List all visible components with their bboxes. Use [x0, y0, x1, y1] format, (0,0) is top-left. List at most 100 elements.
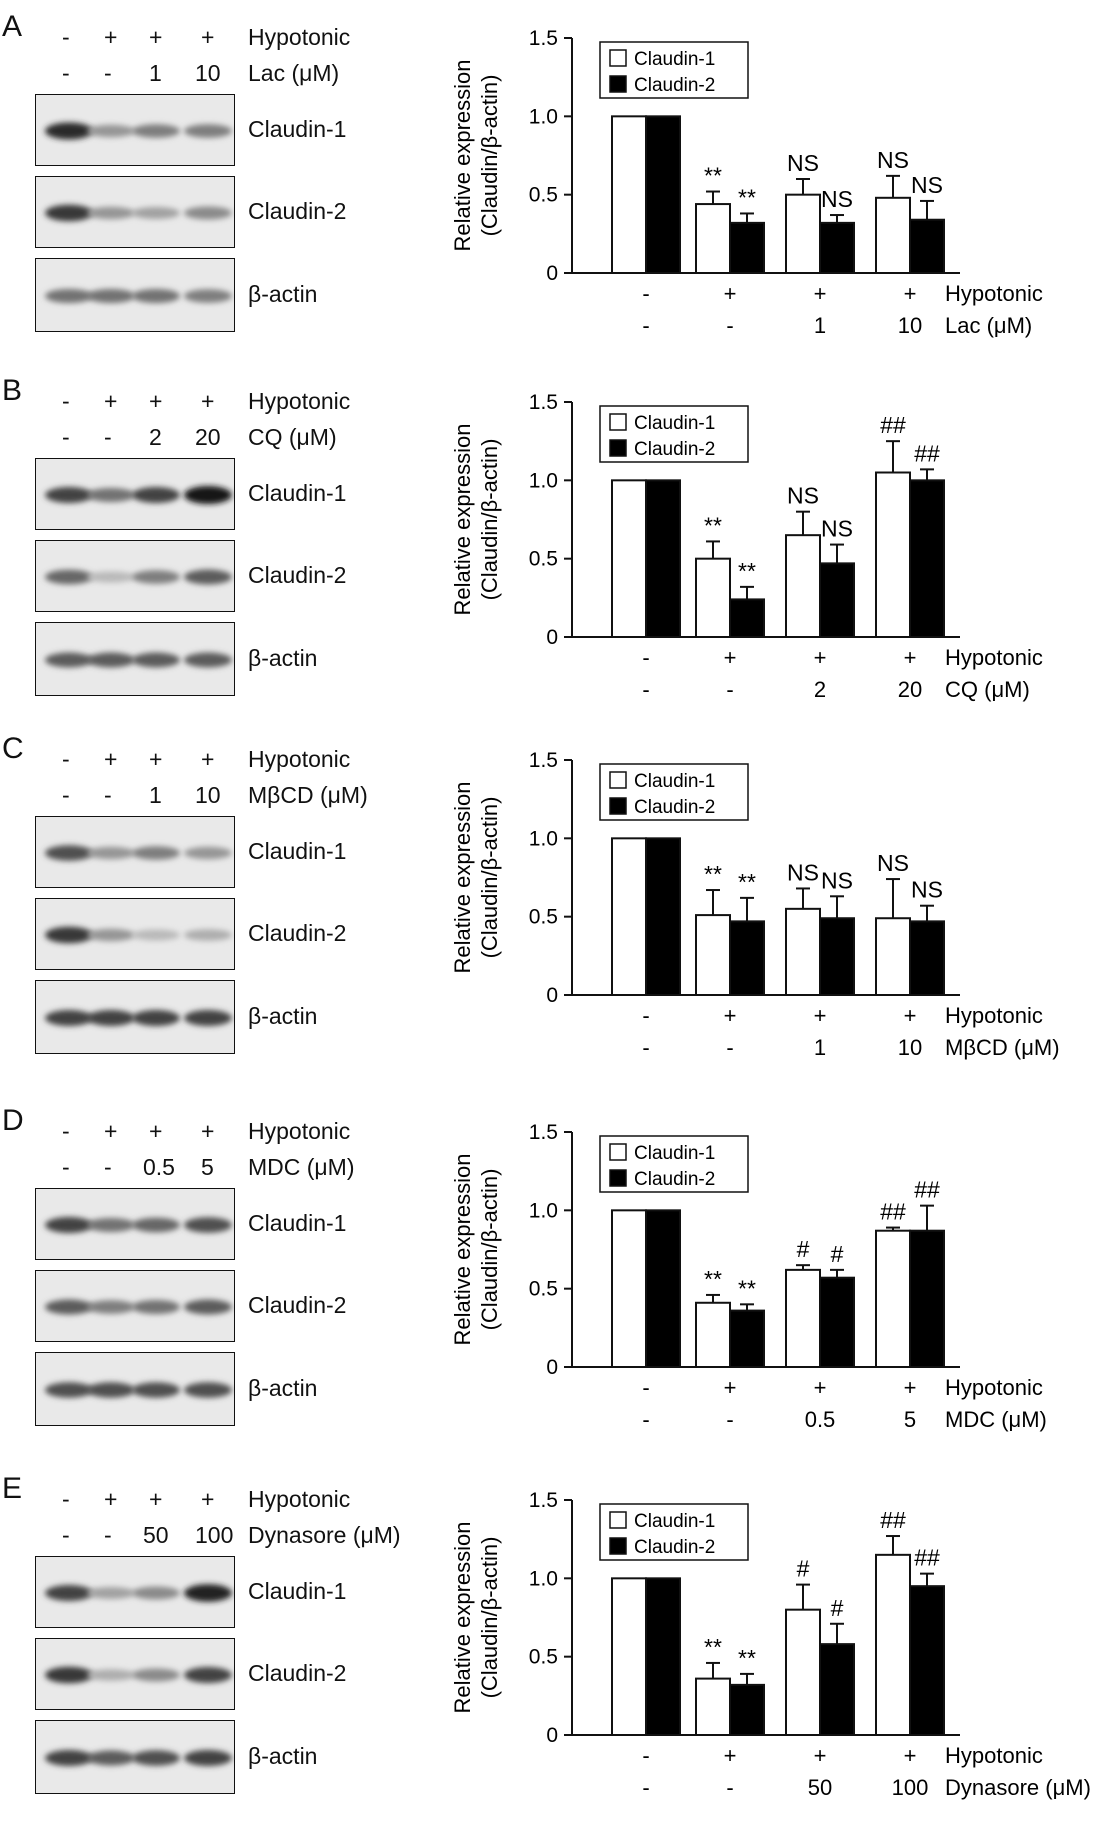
bar-claudin-1: [785, 1268, 821, 1368]
band-lane: [45, 652, 93, 668]
panel-label: E: [2, 1472, 23, 1505]
blot-hypotonic-sign: +: [149, 746, 163, 772]
band-lane: [184, 1217, 232, 1233]
band-lane: [45, 1010, 93, 1026]
x-hypotonic-sign: +: [904, 1003, 917, 1028]
blot-dose-value: -: [104, 782, 112, 808]
x-dose-value: -: [642, 313, 649, 338]
significance-label: **: [704, 1634, 722, 1660]
bar-claudin-2: [729, 920, 765, 996]
band-lane: [184, 1010, 232, 1026]
band-lane: [45, 1585, 93, 1601]
legend-label: Claudin-1: [634, 771, 715, 792]
blot-dose-label: MβCD (μM): [248, 782, 368, 808]
y-tick-label: 1.0: [529, 827, 558, 850]
x-hypotonic-sign: -: [642, 281, 649, 306]
blot-hypotonic-sign: +: [149, 24, 163, 50]
blot-claudin-1: [35, 816, 235, 888]
blot-claudin-1: [35, 458, 235, 530]
band-lane: [87, 1010, 135, 1026]
y-axis-label-units: (Claudin/β-actin): [477, 439, 502, 601]
bar-claudin-1: [611, 115, 647, 275]
band-lane: [132, 1217, 180, 1233]
bar-claudin-1: [611, 1577, 647, 1737]
blot-hypotonic-sign: +: [104, 388, 118, 414]
significance-label: NS: [787, 859, 819, 885]
band-label: β-actin: [248, 281, 318, 307]
bar-claudin-1: [695, 557, 731, 639]
legend-label: Claudin-1: [634, 1511, 715, 1532]
legend-label: Claudin-1: [634, 49, 715, 70]
x-hypotonic-label: Hypotonic: [945, 1003, 1043, 1028]
y-tick-label: 1.0: [529, 469, 558, 492]
band-lane: [87, 652, 135, 668]
band-label: Claudin-1: [248, 116, 347, 142]
band-lane: [132, 1300, 180, 1314]
x-dose-value: 5: [904, 1407, 916, 1432]
significance-label: #: [797, 1556, 810, 1582]
y-axis-label: Relative expression: [450, 782, 475, 974]
x-dose-value: 100: [892, 1775, 929, 1800]
x-dose-value: -: [726, 1775, 733, 1800]
legend-swatch: [609, 1537, 627, 1555]
band-lane: [87, 571, 135, 583]
y-tick-label: 0: [546, 1724, 558, 1747]
band-lane: [87, 928, 135, 942]
x-hypotonic-sign: +: [904, 281, 917, 306]
blot-hypotonic-label: Hypotonic: [248, 388, 351, 414]
band-lane: [45, 1217, 93, 1233]
significance-label: **: [738, 184, 756, 210]
panel-label: B: [2, 374, 23, 407]
blot-hypotonic-sign: +: [104, 1118, 118, 1144]
significance-label: **: [738, 869, 756, 895]
bar-claudin-1: [875, 917, 911, 997]
blot-hypotonic-sign: -: [62, 746, 70, 772]
y-tick-label: 1.5: [529, 1121, 558, 1144]
blot-claudin-2: [35, 1638, 235, 1710]
x-dose-value: 2: [814, 677, 826, 702]
band-lane: [87, 846, 135, 860]
x-hypotonic-sign: +: [814, 1743, 827, 1768]
bar-claudin-2: [909, 218, 945, 275]
x-hypotonic-sign: +: [724, 1743, 737, 1768]
blot-dose-value: 20: [195, 424, 221, 450]
bar-claudin-1: [695, 1677, 731, 1737]
band-lane: [87, 1669, 135, 1681]
x-dose-value: -: [642, 1035, 649, 1060]
blot-claudin-1: [35, 1188, 235, 1260]
x-hypotonic-sign: -: [642, 1003, 649, 1028]
bar-claudin-2: [909, 479, 945, 639]
blot-hypotonic-label: Hypotonic: [248, 1118, 351, 1144]
band-label: Claudin-2: [248, 920, 347, 946]
band-lane: [45, 122, 93, 140]
y-tick-label: 1.0: [529, 105, 558, 128]
legend-label: Claudin-2: [634, 1169, 715, 1190]
significance-label: NS: [911, 172, 943, 198]
x-dose-label: Lac (μM): [945, 313, 1032, 338]
blot-hypotonic-sign: +: [104, 1486, 118, 1512]
panel-b: B - + + + Hypotonic - -2 20 CQ (μM) Claudin-1 Claud…: [0, 374, 1112, 742]
significance-label: **: [738, 1645, 756, 1671]
x-dose-value: -: [726, 677, 733, 702]
y-tick-label: 1.5: [529, 391, 558, 414]
band-lane: [87, 1750, 135, 1766]
band-lane: [87, 289, 135, 303]
legend-swatch: [609, 1169, 627, 1187]
band-lane: [184, 1382, 232, 1398]
y-tick-label: 1.0: [529, 1567, 558, 1590]
significance-label: **: [738, 1275, 756, 1301]
x-hypotonic-sign: +: [814, 1003, 827, 1028]
y-axis-label-units: (Claudin/β-actin): [477, 1537, 502, 1699]
significance-label: #: [831, 1241, 844, 1267]
x-dose-value: 10: [898, 1035, 922, 1060]
legend-swatch: [609, 797, 627, 815]
x-hypotonic-sign: +: [814, 1375, 827, 1400]
significance-label: NS: [911, 877, 943, 903]
blot-hypotonic-label: Hypotonic: [248, 746, 351, 772]
blot-dose-value: 5: [201, 1154, 214, 1180]
panel-a: A - + + + Hypotonic - -1 10 Lac (μM) Claudin-1 Clau…: [0, 10, 1112, 378]
bar-claudin-2: [819, 917, 855, 997]
bar-claudin-2: [729, 221, 765, 275]
significance-label: ##: [880, 1507, 906, 1533]
blot-dose-value: 10: [195, 782, 221, 808]
